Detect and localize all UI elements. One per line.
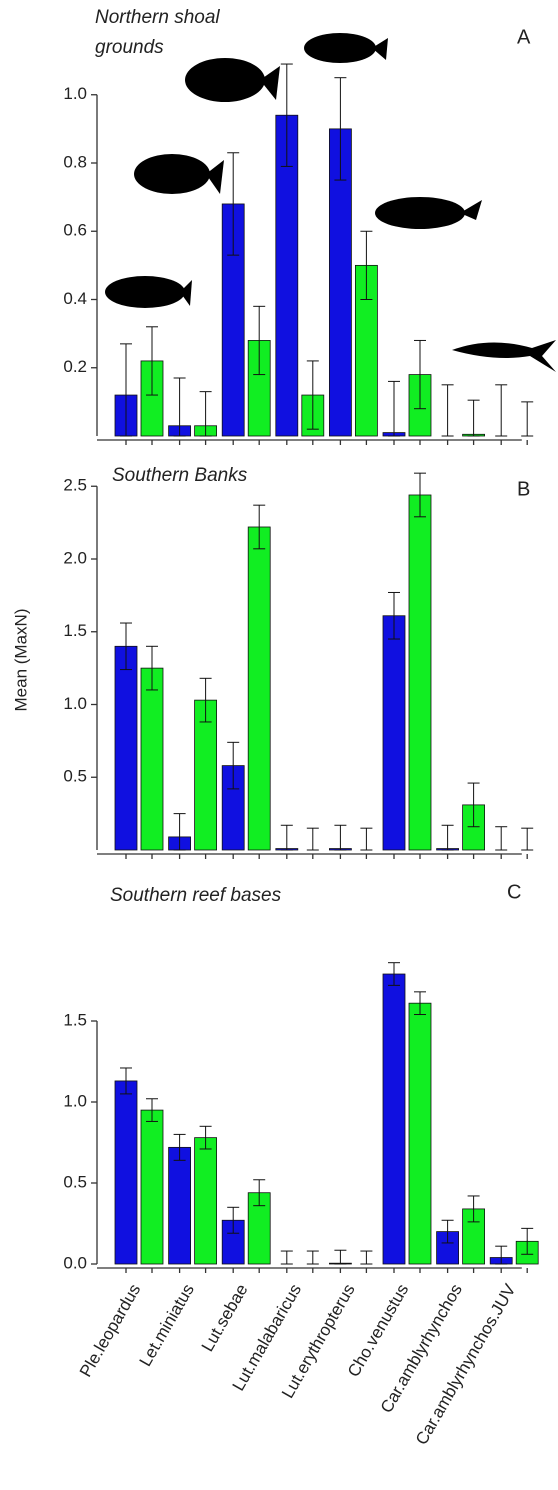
error-bar — [227, 1206, 240, 1234]
error-bar — [388, 962, 400, 986]
error-bar — [253, 1179, 266, 1207]
error-bar — [521, 827, 534, 851]
bar — [408, 1002, 432, 1265]
bar — [168, 1146, 192, 1265]
error-bar — [146, 645, 158, 691]
error-bar — [120, 622, 132, 671]
error-bar — [441, 824, 454, 851]
error-bar — [441, 384, 454, 437]
error-bar — [414, 339, 426, 410]
error-bar — [146, 1098, 158, 1122]
bar — [114, 645, 138, 851]
y-tick-label: 0.8 — [63, 152, 87, 171]
error-bar — [173, 1133, 186, 1161]
bar — [140, 667, 164, 851]
error-bar — [495, 826, 508, 851]
y-tick-label: 1.5 — [63, 1010, 87, 1029]
bar — [194, 699, 218, 851]
error-bar — [334, 824, 347, 851]
x-tick-label: Car.amblyrhynchos.JUV — [412, 1280, 520, 1448]
y-tick-label: 1.0 — [63, 1091, 87, 1110]
error-bar — [199, 677, 212, 723]
error-bar — [521, 401, 534, 437]
error-bar — [360, 230, 373, 300]
y-tick-label: 1.0 — [63, 84, 87, 103]
error-bar — [199, 391, 212, 437]
panel-title: Southern reef bases — [110, 885, 282, 906]
y-tick-label: 2.0 — [63, 548, 87, 567]
bar — [408, 494, 432, 851]
y-tick-label: 1.0 — [63, 694, 87, 713]
error-bar — [334, 77, 347, 181]
error-bar — [120, 343, 132, 437]
error-bar — [467, 782, 480, 828]
error-bar — [199, 1125, 212, 1150]
bar — [114, 1080, 138, 1265]
error-bar — [521, 1227, 534, 1255]
error-bar — [306, 360, 319, 430]
error-bar — [120, 1067, 132, 1095]
error-bar — [441, 1219, 454, 1244]
y-tick-label: 1.5 — [63, 621, 87, 640]
error-bar — [495, 1245, 508, 1265]
bar — [382, 973, 406, 1265]
y-tick-label: 0.6 — [63, 221, 87, 240]
error-bar — [467, 1195, 480, 1223]
error-bar — [334, 1249, 347, 1265]
y-tick-label: 0.5 — [63, 1172, 87, 1191]
error-bar — [280, 1250, 293, 1265]
x-tick-label: Ple.leopardus — [76, 1281, 144, 1381]
error-bar — [360, 827, 373, 851]
y-tick-label: 0.4 — [63, 289, 87, 308]
error-bar — [360, 1250, 373, 1265]
error-bar — [414, 991, 426, 1016]
panel-label: B — [517, 478, 530, 500]
panel-label: A — [517, 26, 531, 48]
y-axis-label: Mean (MaxN) — [11, 609, 30, 712]
error-bar — [227, 741, 240, 790]
error-bar — [467, 399, 480, 437]
error-bar — [173, 813, 186, 851]
bar — [140, 1109, 164, 1265]
error-bar — [495, 384, 508, 437]
error-bar — [173, 377, 186, 437]
bar — [247, 526, 271, 851]
y-tick-label: 2.5 — [63, 476, 87, 495]
error-bar — [253, 504, 266, 550]
panel-title: grounds — [95, 37, 164, 58]
panel-title: Northern shoal — [95, 7, 220, 28]
error-bar — [280, 824, 293, 851]
error-bar — [306, 827, 319, 851]
y-tick-label: 0.0 — [63, 1253, 87, 1272]
y-tick-label: 0.5 — [63, 767, 87, 786]
x-tick-label: Let.miniatus — [136, 1281, 198, 1370]
bar — [382, 615, 406, 851]
y-tick-label: 0.2 — [63, 357, 87, 376]
panel-title: Southern Banks — [112, 465, 248, 486]
error-bar — [388, 591, 400, 640]
error-bar — [414, 472, 426, 518]
error-bar — [253, 305, 266, 376]
panel-label: C — [507, 881, 521, 903]
bar — [194, 1137, 218, 1265]
error-bar — [388, 380, 400, 437]
error-bar — [306, 1250, 319, 1265]
error-bar — [227, 152, 240, 256]
fish-silhouettes — [105, 33, 556, 372]
error-bar — [146, 326, 158, 396]
error-bar — [280, 63, 293, 167]
x-tick-label: Lut.sebae — [198, 1281, 252, 1355]
